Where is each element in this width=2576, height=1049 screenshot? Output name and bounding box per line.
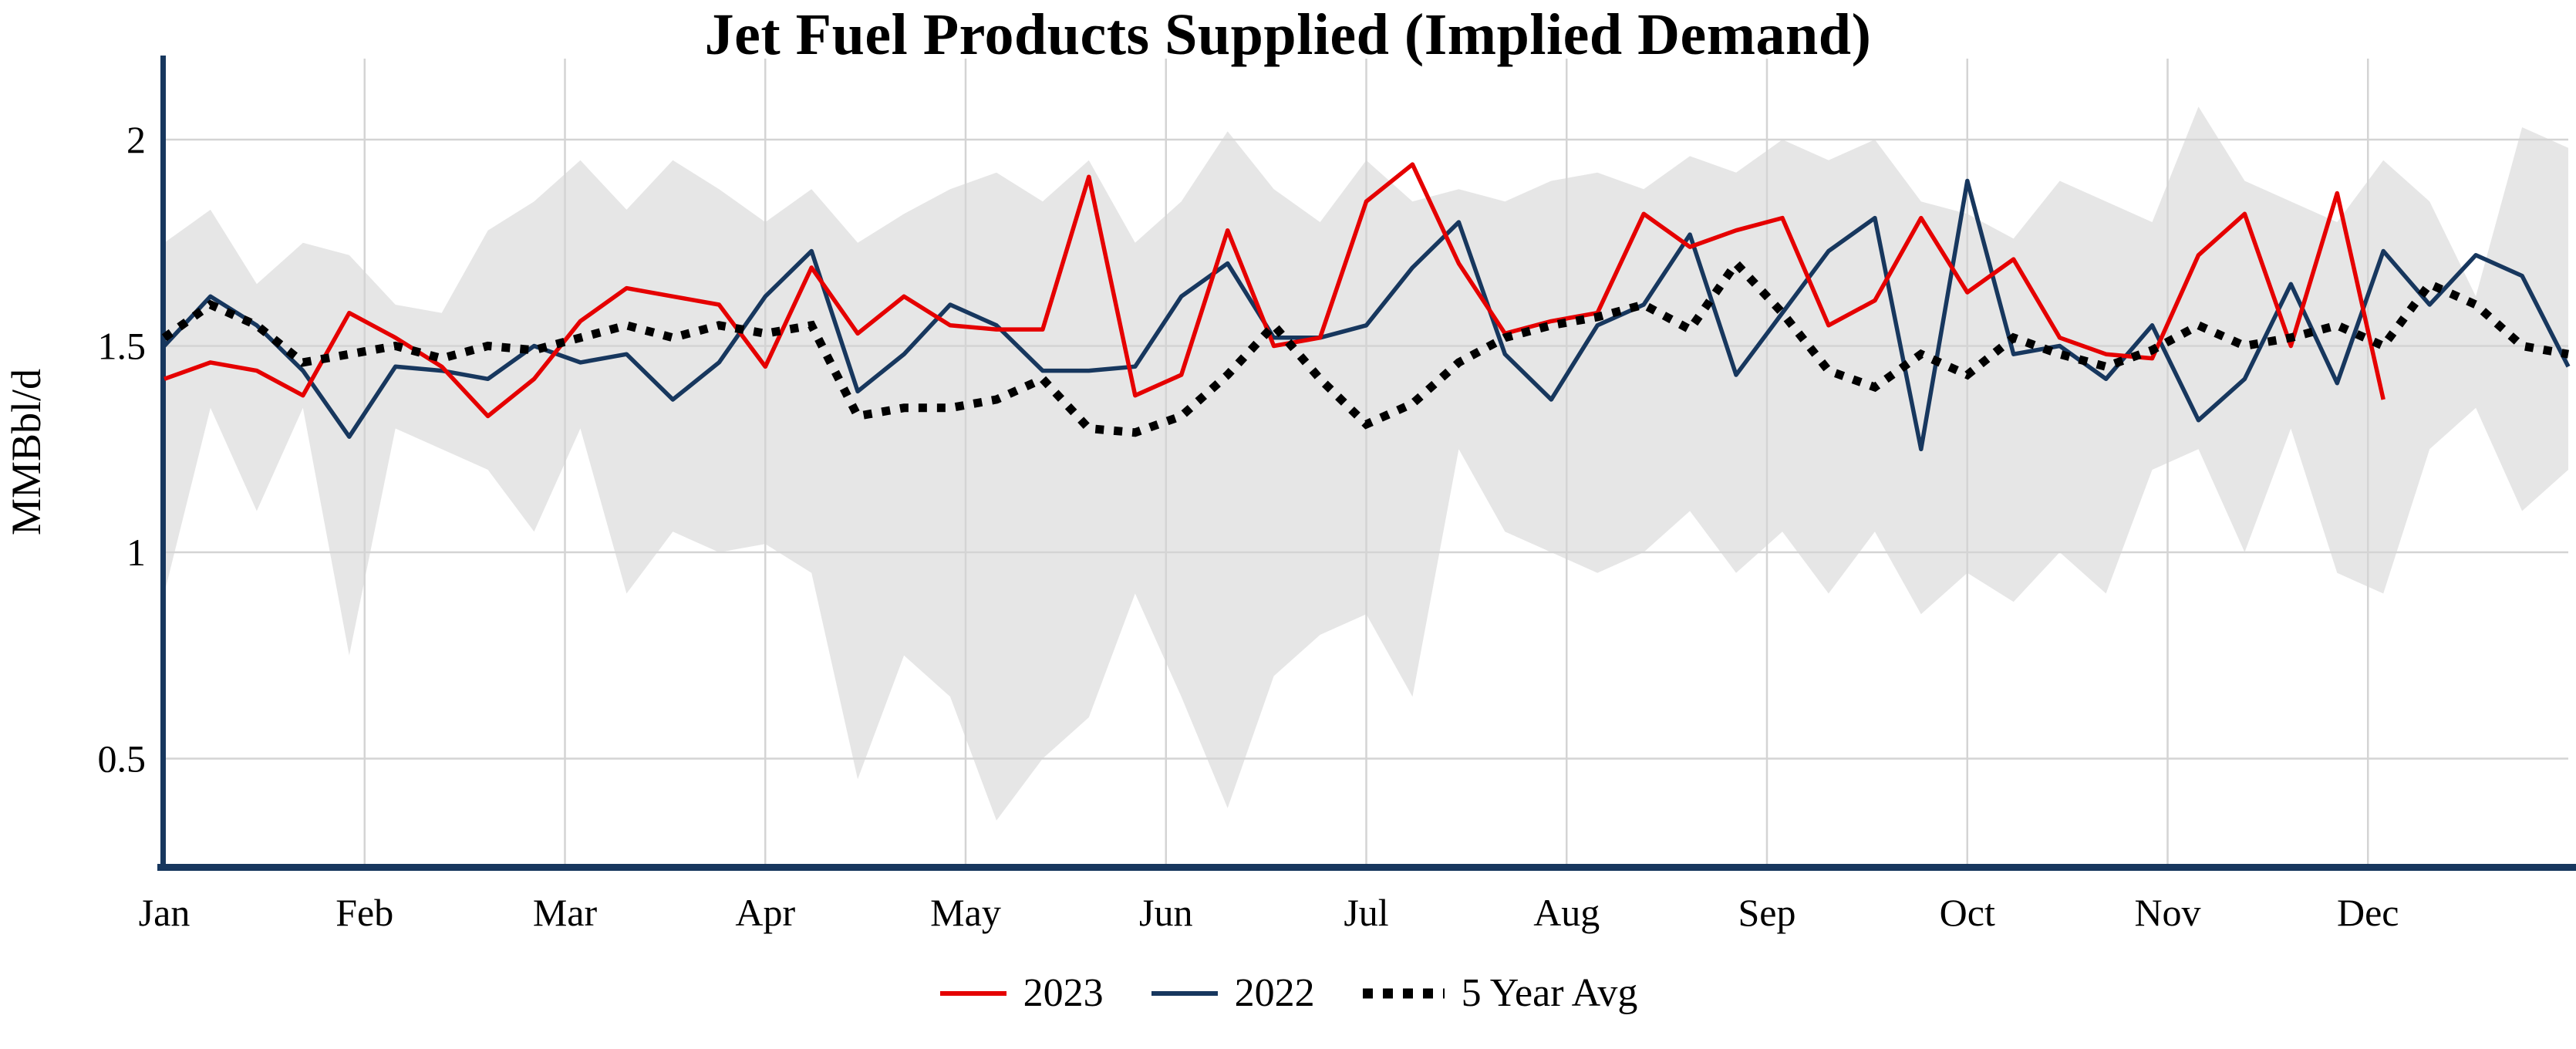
legend-swatch-5yr-avg-icon [1362,988,1445,998]
legend-label-5yr-avg: 5 Year Avg [1461,971,1638,1015]
svg-text:May: May [930,891,1001,934]
svg-text:Dec: Dec [2337,891,2399,934]
svg-text:Jul: Jul [1344,891,1388,934]
legend-item-5yr-avg: 5 Year Avg [1361,970,1638,1016]
series-line-2023 [164,162,2385,419]
svg-text:Aug: Aug [1533,891,1600,934]
svg-text:Jan: Jan [139,891,191,934]
series-line-5yr-avg [161,256,2569,437]
chart-title: Jet Fuel Products Supplied (Implied Dema… [704,2,1872,67]
svg-text:0.5: 0.5 [98,737,147,781]
legend-label-2023: 2023 [1023,971,1104,1015]
y-tick-labels: 2 1.5 1 0.5 [98,118,147,781]
svg-text:1: 1 [126,531,146,574]
x-tick-labels: Jan Feb Mar Apr May Jun Jul Aug Sep Oct Nov Dec [139,891,2399,934]
legend-swatch-2023-icon [939,990,1006,996]
svg-text:1.5: 1.5 [98,325,147,368]
legend-item-2023: 2023 [939,970,1104,1016]
y-axis-label: MMBbl/d [3,369,49,535]
svg-text:Oct: Oct [1940,891,1995,934]
series-line-2022 [162,178,2571,452]
svg-text:Apr: Apr [735,891,795,934]
svg-text:Jun: Jun [1139,891,1192,934]
legend-item-2022: 2022 [1150,970,1315,1016]
legend-label-2022: 2022 [1234,971,1315,1015]
svg-text:Mar: Mar [533,891,598,934]
svg-text:Feb: Feb [335,891,393,934]
axis-spines [157,56,2576,871]
legend-swatch-2022-icon [1151,990,1218,996]
svg-text:Sep: Sep [1738,891,1796,934]
legend: 2023 2022 5 Year Avg [0,970,2576,1016]
svg-text:2: 2 [126,118,146,161]
svg-text:Nov: Nov [2134,891,2200,934]
